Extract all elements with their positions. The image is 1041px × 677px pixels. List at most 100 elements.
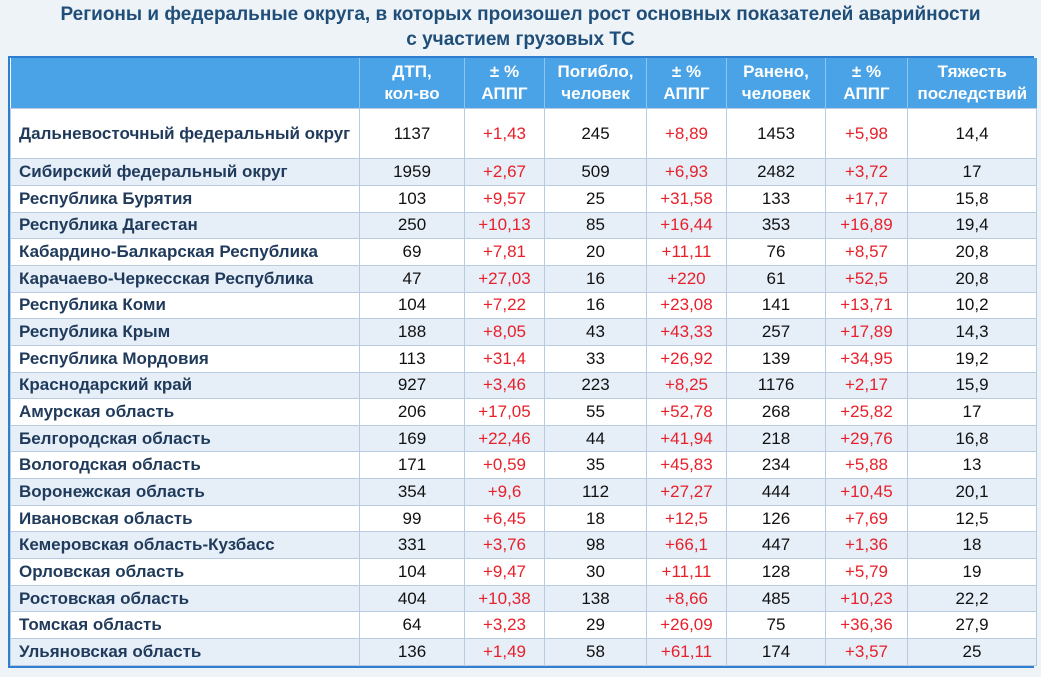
cell-region: Орловская область — [10, 558, 360, 586]
cell-died: 55 — [544, 398, 647, 426]
cell-died-delta: +31,58 — [646, 184, 727, 213]
cell-dtp-delta: +3,76 — [464, 531, 545, 560]
cell-injured: 2482 — [726, 158, 826, 186]
cell-severity: 22,2 — [907, 584, 1037, 613]
page-title: Регионы и федеральные округа, в которых … — [0, 0, 1041, 54]
cell-died-delta: +11,11 — [646, 558, 727, 586]
header-died-delta: ± % АППГ — [646, 58, 727, 109]
table-row: Кемеровская область-Кузбасс 331 +3,76 98 +66… — [10, 531, 1037, 560]
cell-region: Республика Мордовия — [10, 344, 360, 373]
cell-died: 44 — [544, 424, 647, 453]
cell-severity: 13 — [907, 451, 1037, 480]
cell-dtp-count: 1137 — [359, 107, 465, 160]
cell-died-delta: +26,09 — [646, 611, 727, 640]
cell-injured-delta: +1,36 — [825, 531, 908, 560]
cell-injured-delta: +36,36 — [825, 611, 908, 640]
header-injured-delta: ± % АППГ — [825, 58, 908, 109]
cell-region: Кемеровская область-Кузбасс — [10, 531, 360, 560]
table-row: Сибирский федеральный округ 1959 +2,67 509 +… — [10, 158, 1037, 186]
cell-injured-delta: +17,89 — [825, 318, 908, 346]
cell-injured: 234 — [726, 451, 826, 480]
cell-injured-delta: +5,98 — [825, 107, 908, 160]
cell-injured: 61 — [726, 264, 826, 293]
table-row: Дальневосточный федеральный округ 1137 +1,… — [10, 107, 1037, 160]
cell-dtp-count: 99 — [359, 504, 465, 533]
cell-severity: 17 — [907, 398, 1037, 426]
cell-dtp-count: 104 — [359, 291, 465, 320]
header-dtp-count-line1: ДТП, — [392, 62, 432, 81]
cell-dtp-delta: +31,4 — [464, 344, 545, 373]
cell-region: Сибирский федеральный округ — [10, 158, 360, 186]
cell-region: Воронежская область — [10, 478, 360, 506]
cell-severity: 18 — [907, 531, 1037, 560]
cell-died-delta: +52,78 — [646, 398, 727, 426]
cell-dtp-delta: +7,81 — [464, 238, 545, 266]
header-severity: Тяжесть последствий — [907, 58, 1037, 109]
cell-injured-delta: +8,57 — [825, 238, 908, 266]
cell-dtp-delta: +10,13 — [464, 211, 545, 240]
cell-severity: 27,9 — [907, 611, 1037, 640]
cell-region: Вологодская область — [10, 451, 360, 480]
cell-died: 138 — [544, 584, 647, 613]
cell-dtp-delta: +8,05 — [464, 318, 545, 346]
cell-injured-delta: +10,45 — [825, 478, 908, 506]
cell-injured-delta: +16,89 — [825, 211, 908, 240]
header-died-line1: Погибло, — [557, 62, 634, 81]
cell-died: 16 — [544, 264, 647, 293]
cell-dtp-count: 69 — [359, 238, 465, 266]
table-row: Республика Дагестан 250 +10,13 85 +16,44 353 +… — [10, 211, 1037, 240]
cell-injured-delta: +3,57 — [825, 638, 908, 666]
cell-dtp-delta: +0,59 — [464, 451, 545, 480]
cell-dtp-count: 171 — [359, 451, 465, 480]
table-row: Ульяновская область 136 +1,49 58 +61,11 174 +3… — [10, 638, 1037, 666]
table-row: Карачаево-Черкесская Республика 47 +27,03 1… — [10, 264, 1037, 293]
cell-dtp-delta: +27,03 — [464, 264, 545, 293]
cell-died-delta: +220 — [646, 264, 727, 293]
cell-died-delta: +6,93 — [646, 158, 727, 186]
cell-injured: 141 — [726, 291, 826, 320]
cell-injured-delta: +5,88 — [825, 451, 908, 480]
cell-dtp-delta: +7,22 — [464, 291, 545, 320]
cell-dtp-delta: +17,05 — [464, 398, 545, 426]
cell-died-delta: +43,33 — [646, 318, 727, 346]
cell-injured-delta: +25,82 — [825, 398, 908, 426]
cell-injured: 1453 — [726, 107, 826, 160]
cell-died-delta: +26,92 — [646, 344, 727, 373]
cell-region: Республика Дагестан — [10, 211, 360, 240]
cell-region: Республика Крым — [10, 318, 360, 346]
cell-dtp-count: 927 — [359, 371, 465, 400]
cell-died: 223 — [544, 371, 647, 400]
cell-died-delta: +12,5 — [646, 504, 727, 533]
cell-injured: 485 — [726, 584, 826, 613]
header-injured: Ранено, человек — [726, 58, 826, 109]
cell-dtp-delta: +3,46 — [464, 371, 545, 400]
cell-died: 98 — [544, 531, 647, 560]
cell-died: 25 — [544, 184, 647, 213]
header-severity-line2: последствий — [917, 84, 1028, 103]
title-line-2: с участием грузовых ТС — [406, 29, 635, 50]
cell-died: 245 — [544, 107, 647, 160]
cell-dtp-count: 136 — [359, 638, 465, 666]
cell-injured: 174 — [726, 638, 826, 666]
cell-dtp-count: 250 — [359, 211, 465, 240]
header-injured-line2: человек — [741, 84, 811, 103]
cell-dtp-count: 103 — [359, 184, 465, 213]
cell-dtp-delta: +6,45 — [464, 504, 545, 533]
header-dtp-count-line2: кол-во — [384, 84, 440, 103]
cell-injured: 444 — [726, 478, 826, 506]
cell-dtp-count: 47 — [359, 264, 465, 293]
table-row: Ростовская область 404 +10,38 138 +8,66 485 +1… — [10, 584, 1037, 613]
table-row: Ивановская область 99 +6,45 18 +12,5 126 +7,69… — [10, 504, 1037, 533]
cell-died-delta: +27,27 — [646, 478, 727, 506]
cell-injured-delta: +29,76 — [825, 424, 908, 453]
header-dtp-delta-line1: ± % — [489, 62, 520, 81]
cell-severity: 19,2 — [907, 344, 1037, 373]
cell-region: Карачаево-Черкесская Республика — [10, 264, 360, 293]
table-row: Томская область 64 +3,23 29 +26,09 75 +36,36 27… — [10, 611, 1037, 640]
cell-severity: 14,3 — [907, 318, 1037, 346]
cell-injured: 139 — [726, 344, 826, 373]
cell-dtp-count: 104 — [359, 558, 465, 586]
table-row: Республика Мордовия 113 +31,4 33 +26,92 139 +3… — [10, 344, 1037, 373]
cell-dtp-delta: +9,57 — [464, 184, 545, 213]
cell-severity: 15,8 — [907, 184, 1037, 213]
